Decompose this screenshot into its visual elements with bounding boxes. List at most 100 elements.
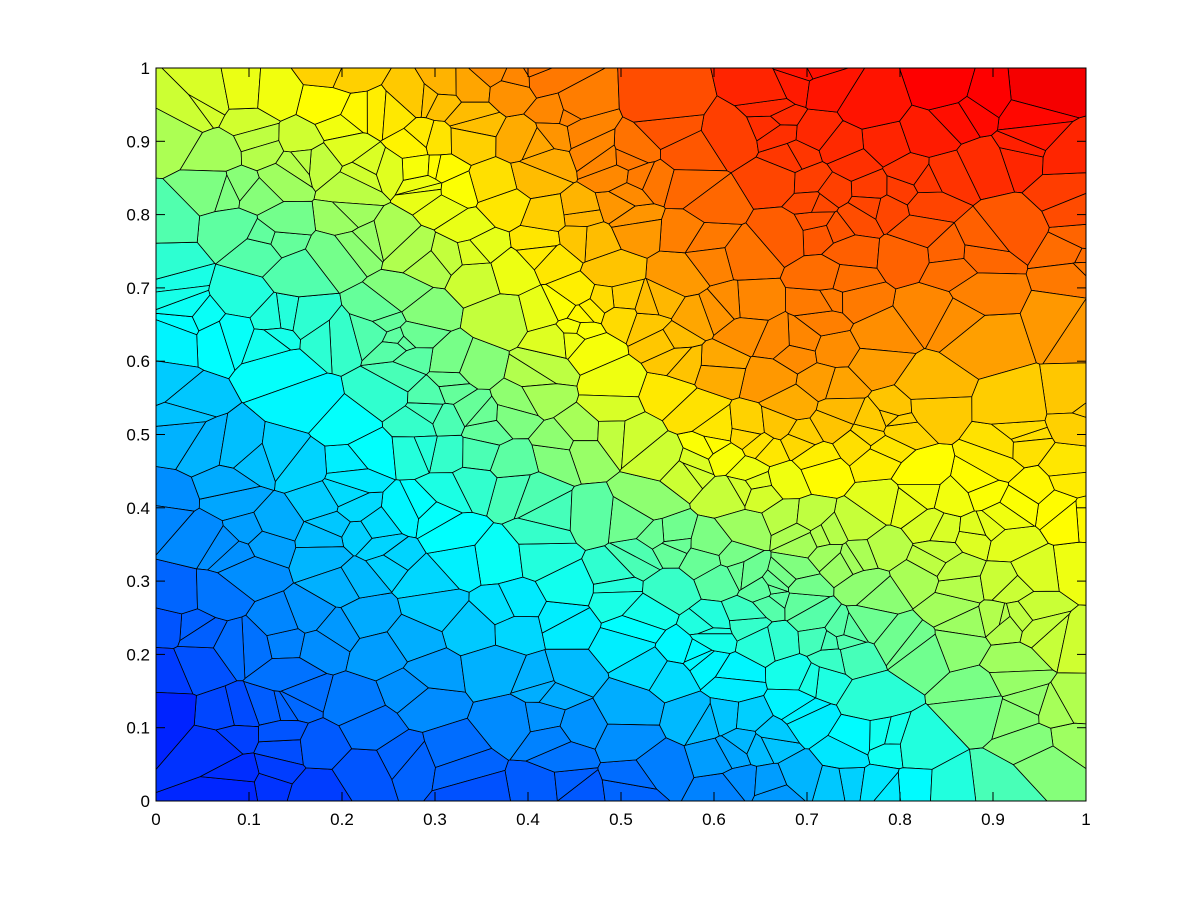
voronoi-cell — [589, 284, 615, 314]
voronoi-cell — [299, 717, 353, 770]
voronoi-cell — [263, 327, 301, 351]
voronoi-cell — [156, 285, 210, 311]
voronoi-cell — [611, 218, 662, 259]
voronoi-cell — [899, 104, 962, 158]
voronoi-cell — [873, 771, 901, 801]
x-tick-label: 0.9 — [981, 810, 1005, 829]
voronoi-cell — [918, 258, 978, 293]
voronoi-cell — [501, 517, 577, 545]
voronoi-cell — [569, 481, 614, 551]
voronoi-cell — [460, 644, 527, 703]
voronoi-cell — [509, 725, 572, 762]
voronoi-cell — [566, 304, 595, 324]
voronoi-cell — [468, 583, 515, 626]
voronoi-cell — [191, 294, 226, 332]
voronoi-cell — [156, 360, 205, 407]
voronoi-cell — [933, 475, 975, 518]
voronoi-cell — [682, 172, 754, 225]
voronoi-cell — [444, 101, 501, 127]
voronoi-cell — [626, 161, 655, 191]
voronoi-cell — [779, 253, 841, 291]
voronoi-cell — [253, 489, 305, 542]
voronoi-cell — [373, 202, 422, 262]
voronoi-cell — [744, 485, 784, 514]
voronoi-cell — [261, 248, 340, 298]
voronoi-cell — [433, 206, 496, 244]
voronoi-cell — [740, 550, 772, 590]
y-tick-label: 0.8 — [126, 206, 150, 225]
voronoi-cell — [1038, 681, 1075, 729]
voronoi-cell — [734, 626, 776, 668]
y-tick-label: 0.6 — [126, 352, 150, 371]
voronoi-cell — [293, 566, 360, 608]
voronoi-cell — [538, 682, 594, 711]
y-tick-label: 0.3 — [126, 572, 150, 591]
voronoi-cell — [489, 438, 539, 479]
voronoi-cell — [381, 90, 417, 141]
voronoi-cell — [788, 573, 835, 597]
y-tick-label: 0.2 — [126, 645, 150, 664]
voronoi-cell — [1006, 600, 1034, 632]
x-tick-label: 1 — [1081, 810, 1090, 829]
voronoi-cell — [689, 633, 738, 654]
voronoi-cell — [897, 767, 933, 801]
y-tick-label: 0.7 — [126, 279, 150, 298]
y-tick-label: 0 — [141, 792, 150, 811]
voronoi-cell — [897, 483, 941, 510]
voronoi-cell — [796, 493, 838, 532]
voronoi-cell — [435, 153, 472, 184]
voronoi-cell — [540, 283, 577, 322]
voronoi-cell — [888, 559, 940, 610]
voronoi-cell — [490, 246, 542, 296]
voronoi-cell — [535, 122, 572, 152]
x-tick-label: 0.7 — [795, 810, 819, 829]
voronoi-cell — [721, 728, 757, 755]
voronoi-cell — [465, 395, 498, 427]
voronoi-cell — [981, 501, 1035, 530]
voronoi-cell — [600, 306, 638, 345]
x-tick-label: 0.3 — [423, 810, 447, 829]
voronoi-cell — [684, 247, 734, 287]
voronoi-cell — [1039, 500, 1080, 546]
voronoi-cell — [274, 435, 328, 494]
voronoi-cell — [849, 448, 902, 483]
voronoi-cell — [407, 374, 446, 405]
voronoi-cell — [1072, 261, 1086, 277]
y-tick-label: 0.1 — [126, 719, 150, 738]
voronoi-cell — [195, 568, 256, 622]
voronoi-cell — [607, 496, 654, 544]
voronoi-cell — [1039, 362, 1086, 415]
voronoi-cells — [156, 68, 1086, 801]
x-tick-label: 0 — [151, 810, 160, 829]
voronoi-cell — [948, 272, 1032, 316]
voronoi-cell — [304, 510, 351, 538]
x-tick-label: 0.6 — [702, 810, 726, 829]
voronoi-cell — [1019, 610, 1072, 649]
voronoi-cell — [190, 464, 261, 500]
x-tick-label: 0.5 — [609, 810, 633, 829]
voronoi-cell — [711, 317, 769, 358]
voronoi-cell — [360, 506, 403, 539]
x-tick-label: 0.4 — [516, 810, 540, 829]
voronoi-cell — [156, 177, 201, 244]
voronoi-cell — [156, 607, 183, 649]
voronoi-cell — [971, 362, 1048, 425]
voronoi-cell — [873, 609, 923, 667]
voronoi-cell — [607, 646, 668, 691]
voronoi-cell — [710, 68, 788, 106]
voronoi-cell — [827, 713, 871, 756]
voronoi-cell — [845, 539, 879, 571]
voronoi-cell — [737, 277, 786, 321]
voronoi-cell — [817, 171, 853, 209]
voronoi-cell — [886, 412, 918, 427]
voronoi-cell — [1048, 471, 1086, 499]
voronoi-cell — [452, 466, 498, 517]
voronoi-cell — [966, 68, 1012, 119]
voronoi-cell — [457, 239, 491, 266]
voronoi-cell — [978, 599, 1005, 638]
voronoi-cell — [617, 68, 718, 123]
voronoi-cell — [402, 250, 452, 290]
voronoi-cell — [621, 411, 669, 470]
